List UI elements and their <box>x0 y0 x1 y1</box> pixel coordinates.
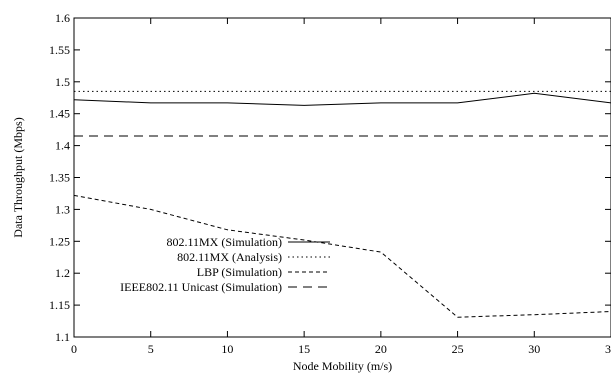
y-tick-label: 1.45 <box>49 107 70 121</box>
y-tick-label: 1.2 <box>55 266 70 280</box>
x-axis-title: Node Mobility (m/s) <box>293 359 392 373</box>
legend-label-1: 802.11MX (Analysis) <box>177 250 282 264</box>
legend: 802.11MX (Simulation)802.11MX (Analysis)… <box>120 235 330 294</box>
y-axis-title: Data Throughput (Mbps) <box>11 117 25 237</box>
legend-label-3: IEEE802.11 Unicast (Simulation) <box>120 280 282 294</box>
y-tick-label: 1.5 <box>55 75 70 89</box>
y-tick-label: 1.3 <box>55 202 70 216</box>
legend-label-2: LBP (Simulation) <box>197 265 282 279</box>
x-tick-label: 35 <box>605 342 611 356</box>
x-tick-label: 15 <box>298 342 310 356</box>
y-tick-label: 1.15 <box>49 298 70 312</box>
x-tick-label: 10 <box>221 342 233 356</box>
legend-label-0: 802.11MX (Simulation) <box>166 235 282 249</box>
y-tick-label: 1.55 <box>49 43 70 57</box>
y-axis: 1.1 1.15 1.2 1.25 1.3 1.35 1.4 1.45 1.5 1.55 1.6 <box>49 11 611 344</box>
x-tick-label: 0 <box>71 342 77 356</box>
x-tick-label: 20 <box>375 342 387 356</box>
series-group <box>73 90 611 318</box>
x-tick-label: 30 <box>528 342 540 356</box>
series-line-2 <box>73 194 611 318</box>
y-tick-label: 1.6 <box>55 11 70 25</box>
series-line-0 <box>73 92 611 106</box>
y-tick-label: 1.1 <box>55 330 70 344</box>
y-tick-label: 1.35 <box>49 171 70 185</box>
y-tick-label: 1.25 <box>49 234 70 248</box>
x-tick-label: 25 <box>452 342 464 356</box>
y-tick-label: 1.4 <box>55 139 70 153</box>
x-tick-label: 5 <box>148 342 154 356</box>
x-axis: 0 5 10 15 20 25 30 35 <box>71 18 611 356</box>
